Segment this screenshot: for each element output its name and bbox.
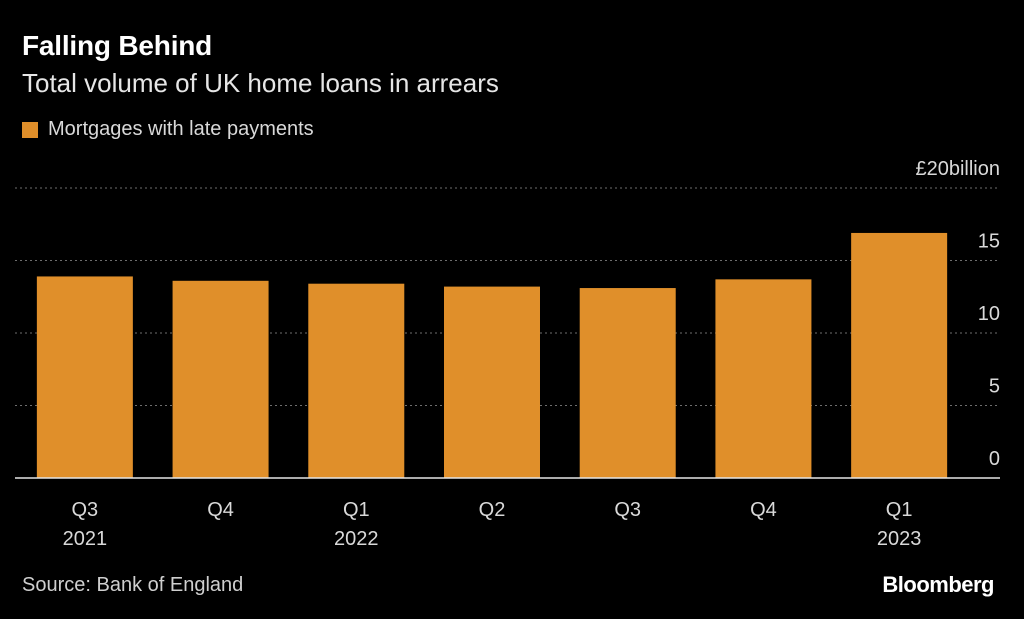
axes: 0 5 10 15 £20billion Q3 2021 Q4 Q1 2022 Q2 Q3 Q4 Q1 20… bbox=[15, 158, 1000, 550]
legend-swatch bbox=[22, 121, 38, 138]
bar bbox=[172, 280, 269, 478]
x-tick-year-label: 2022 bbox=[334, 528, 379, 550]
legend-label: Mortgages with late payments bbox=[48, 118, 314, 140]
bar bbox=[715, 279, 812, 478]
bloomberg-logo: Bloomberg bbox=[882, 572, 994, 597]
x-tick-label: Q1 bbox=[886, 499, 913, 521]
bar bbox=[444, 286, 540, 478]
bar bbox=[308, 283, 405, 478]
gridlines bbox=[15, 187, 1000, 406]
x-tick-label: Q3 bbox=[614, 499, 641, 521]
bar bbox=[579, 288, 676, 478]
bar bbox=[36, 276, 133, 478]
legend: Mortgages with late payments bbox=[22, 118, 314, 141]
y-tick-label: 0 bbox=[989, 448, 1000, 470]
x-tick-label: Q1 bbox=[343, 499, 370, 521]
x-tick-year-label: 2021 bbox=[63, 528, 108, 550]
x-tick-label: Q4 bbox=[207, 499, 234, 521]
x-tick-label: Q2 bbox=[479, 499, 506, 521]
chart-title: Falling Behind bbox=[22, 30, 213, 61]
source-note: Source: Bank of England bbox=[22, 574, 244, 596]
y-tick-label: 10 bbox=[978, 303, 1000, 325]
bar bbox=[851, 232, 948, 478]
bars bbox=[36, 232, 948, 478]
chart-subtitle: Total volume of UK home loans in arrears bbox=[22, 68, 499, 98]
y-tick-label: 15 bbox=[978, 231, 1000, 253]
x-tick-label: Q4 bbox=[750, 499, 777, 521]
x-tick-year-label: 2023 bbox=[877, 528, 922, 550]
y-tick-label: 5 bbox=[989, 376, 1000, 398]
x-tick-label: Q3 bbox=[72, 499, 99, 521]
y-tick-label: £20billion bbox=[915, 158, 1000, 180]
